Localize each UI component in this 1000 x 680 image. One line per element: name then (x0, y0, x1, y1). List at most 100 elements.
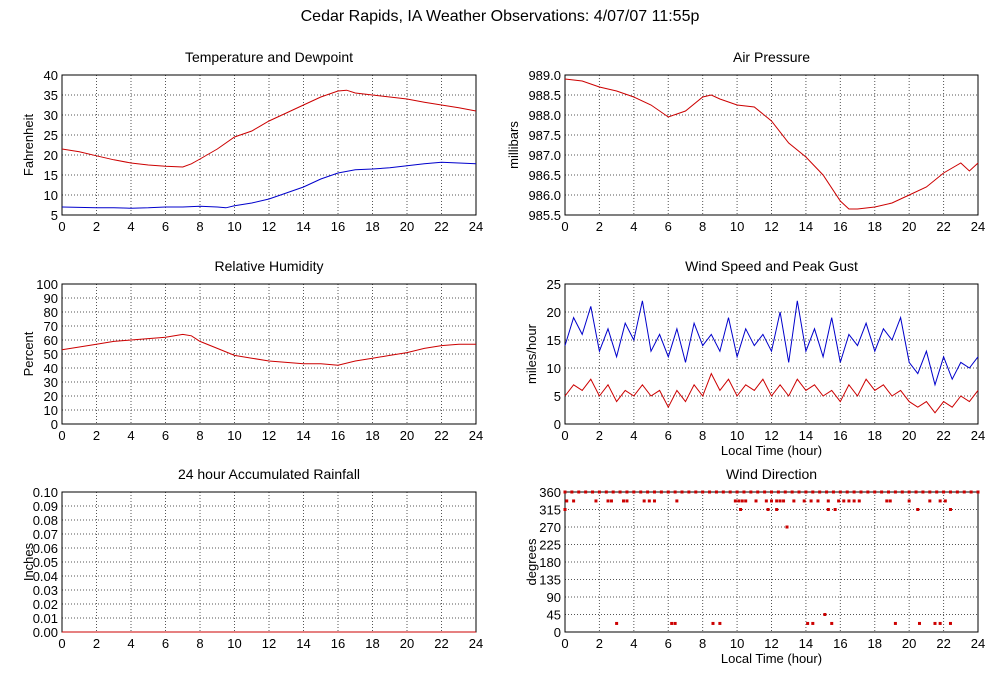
winddir-point (652, 499, 656, 503)
winddir-point (632, 490, 636, 494)
winddir-point (907, 490, 911, 494)
winddir-point (837, 499, 841, 503)
winddir-point (742, 490, 746, 494)
winddir-xlabel: Local Time (hour) (721, 651, 822, 666)
wind-xtick-label: 6 (665, 428, 672, 443)
winddir-point (721, 490, 725, 494)
winddir-point (584, 490, 588, 494)
humidity-series-line-0 (61, 333, 476, 366)
humidity-ytick-label: 30 (44, 375, 58, 390)
rain-ytick-label: 0.00 (33, 625, 58, 640)
pressure-plot-frame (564, 74, 979, 216)
rain-xtick-label: 6 (162, 636, 169, 651)
winddir-point (766, 508, 770, 511)
winddir-point (921, 490, 925, 494)
winddir-point (756, 490, 760, 494)
winddir-ytick-label: 225 (539, 538, 561, 553)
rain-xtick-label: 18 (365, 636, 379, 651)
temp-plot-frame (61, 74, 477, 216)
winddir-point (893, 621, 897, 625)
winddir-ytick-label: 180 (539, 555, 561, 570)
winddir-point (642, 499, 646, 503)
winddir-point (893, 490, 897, 494)
winddir-point (933, 621, 937, 625)
rain-xtick-label: 20 (400, 636, 414, 651)
wind-ytick-label: 5 (554, 389, 561, 404)
winddir-point (606, 499, 610, 503)
rain-ytick-label: 0.03 (33, 583, 58, 598)
pressure-ytick-label: 987.0 (528, 148, 561, 163)
winddir-point (942, 490, 946, 494)
pressure-xtick-label: 18 (868, 219, 882, 234)
winddir-point (572, 499, 576, 503)
winddir-point (775, 508, 779, 511)
temp-ylabel: Fahrenheit (21, 114, 36, 177)
winddir-point (563, 508, 567, 511)
humidity-ytick-label: 20 (44, 389, 58, 404)
winddir-point (935, 490, 939, 494)
winddir-xtick-label: 18 (868, 636, 882, 651)
wind-xtick-label: 18 (868, 428, 882, 443)
temp-xtick-label: 18 (365, 219, 379, 234)
winddir-point (625, 499, 629, 503)
pressure-title: Air Pressure (733, 49, 810, 65)
rain-xtick-label: 10 (227, 636, 241, 651)
wind-xtick-label: 16 (833, 428, 847, 443)
winddir-point (916, 508, 920, 511)
winddir-point (597, 490, 601, 494)
winddir-point (776, 490, 780, 494)
rain-ytick-label: 0.08 (33, 513, 58, 528)
winddir-point (928, 499, 932, 503)
winddir-point (948, 508, 952, 511)
winddir-point (900, 490, 904, 494)
humidity-xtick-label: 24 (469, 428, 483, 443)
winddir-xtick-label: 8 (699, 636, 706, 651)
winddir-point (887, 490, 891, 494)
winddir-point (675, 499, 679, 503)
winddir-point (976, 490, 980, 494)
winddir-xtick-label: 14 (799, 636, 813, 651)
winddir-point (604, 490, 608, 494)
winddir-point (938, 499, 942, 503)
humidity-ytick-label: 0 (51, 417, 58, 432)
winddir-point (739, 508, 743, 511)
winddir-point (565, 499, 569, 503)
winddir-point (639, 490, 643, 494)
winddir-point (783, 490, 787, 494)
winddir-point (740, 499, 744, 503)
winddir-point (670, 621, 674, 625)
rain-xtick-label: 24 (469, 636, 483, 651)
winddir-point (733, 499, 737, 503)
winddir-point (845, 490, 849, 494)
humidity-plot-frame (61, 283, 477, 425)
winddir-point (797, 490, 801, 494)
humidity-ytick-label: 80 (44, 305, 58, 320)
temp-ytick-label: 25 (44, 128, 58, 143)
humidity-xtick-label: 16 (331, 428, 345, 443)
winddir-xtick-label: 12 (764, 636, 778, 651)
winddir-point (818, 490, 822, 494)
winddir-point (785, 525, 789, 529)
winddir-point (914, 490, 918, 494)
pressure-xtick-label: 2 (596, 219, 603, 234)
winddir-ytick-label: 270 (539, 520, 561, 535)
humidity-xtick-label: 20 (400, 428, 414, 443)
rain-ytick-label: 0.02 (33, 597, 58, 612)
wind-title: Wind Speed and Peak Gust (685, 258, 858, 274)
wind-xtick-label: 12 (764, 428, 778, 443)
temp-xtick-label: 20 (400, 219, 414, 234)
winddir-point (770, 499, 773, 503)
temp-xtick-label: 14 (296, 219, 310, 234)
humidity-xtick-label: 8 (196, 428, 203, 443)
humidity-ytick-label: 50 (44, 347, 58, 362)
humidity-ylabel: Percent (21, 331, 36, 376)
winddir-point (673, 621, 677, 625)
winddir-point (625, 490, 629, 494)
winddir-point (792, 499, 796, 503)
pressure-ytick-label: 986.0 (528, 188, 561, 203)
temp-ytick-label: 20 (44, 148, 58, 163)
humidity-ytick-label: 90 (44, 291, 58, 306)
winddir-point (885, 499, 889, 503)
winddir-point (928, 490, 932, 494)
